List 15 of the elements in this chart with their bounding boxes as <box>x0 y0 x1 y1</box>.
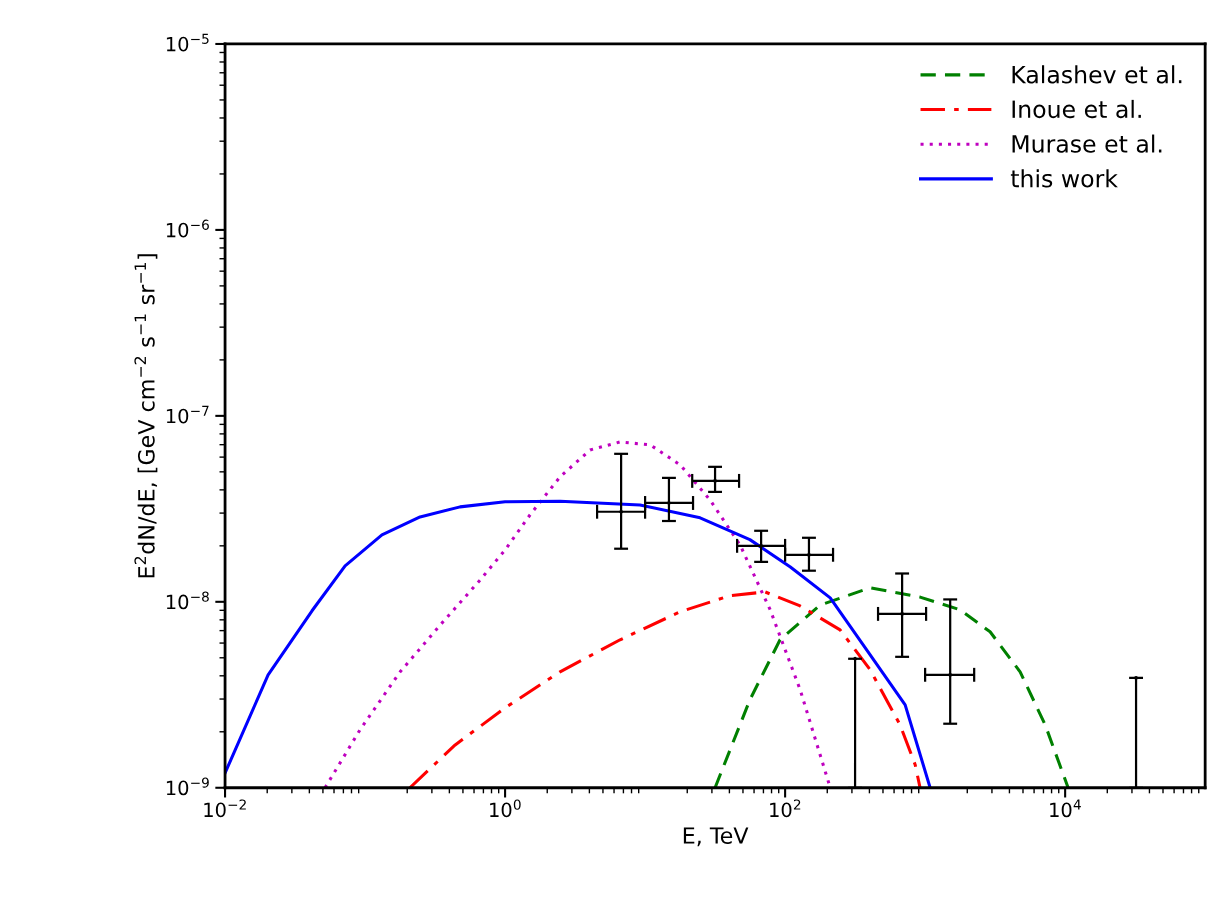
legend-label: Murase et al. <box>1012 134 1162 153</box>
y-tick-label: 10$^{−9}$ <box>166 777 209 796</box>
text: E$^{2}$dN/dE, [GeV cm$^{−2}$ s$^{−1}$ sr$^{−1}$] <box>134 254 158 578</box>
y-tick-label: 10$^{−8}$ <box>166 591 209 610</box>
y-tick-label: 10$^{−7}$ <box>166 405 209 424</box>
legend-label: Inoue et al. <box>1012 99 1141 119</box>
x-tick-label: 10$^{2}$ <box>770 799 801 818</box>
y-tick-label: 10$^{−6}$ <box>166 219 209 238</box>
y-tick-label: 10$^{−5}$ <box>166 33 209 52</box>
legend-label: Kalashev et al. <box>1012 65 1182 84</box>
legend-label: this work <box>1010 169 1118 188</box>
x-tick-label: 10$^{4}$ <box>1050 799 1081 818</box>
x-axis-title: E, TeV <box>683 827 749 847</box>
x-tick-label: 10$^{0}$ <box>490 799 521 818</box>
x-tick-label: 10$^{−2}$ <box>204 799 246 818</box>
